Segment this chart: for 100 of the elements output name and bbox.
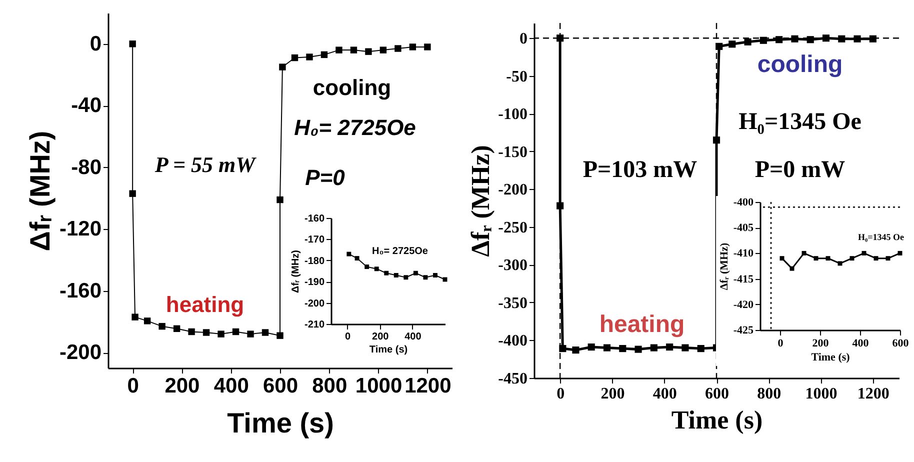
point bbox=[380, 46, 387, 54]
point bbox=[158, 322, 166, 330]
y-tick-label: -200 bbox=[304, 298, 325, 310]
point bbox=[394, 273, 398, 278]
point bbox=[838, 35, 846, 42]
point bbox=[826, 256, 830, 261]
point bbox=[874, 256, 878, 261]
point bbox=[409, 44, 416, 50]
point bbox=[129, 40, 136, 48]
y-tick-label: -450 bbox=[498, 370, 528, 388]
annotation: heating bbox=[166, 292, 244, 317]
y-tick-label: -200 bbox=[59, 341, 102, 364]
point bbox=[603, 344, 611, 352]
annotation: P = 55 mW bbox=[154, 152, 257, 177]
point bbox=[384, 270, 389, 276]
x-tick-label: 1200 bbox=[404, 374, 452, 398]
point bbox=[869, 35, 876, 42]
y-tick-label: -160 bbox=[59, 279, 102, 302]
point bbox=[776, 36, 783, 44]
annotation: heating bbox=[599, 311, 685, 338]
point bbox=[862, 250, 866, 256]
point bbox=[247, 330, 254, 338]
point bbox=[365, 48, 372, 55]
x-tick-label: 200 bbox=[372, 332, 390, 342]
x-tick-label: 600 bbox=[705, 386, 729, 402]
point bbox=[364, 264, 370, 269]
y-tick-label: -170 bbox=[304, 234, 325, 246]
x-tick-label: 400 bbox=[404, 332, 422, 342]
y-tick-label: -160 bbox=[304, 214, 325, 224]
point bbox=[666, 343, 674, 351]
x-tick-label: 200 bbox=[600, 386, 625, 402]
x-tick-label: 0 bbox=[345, 332, 352, 342]
y-tick-label: 0 bbox=[90, 32, 102, 56]
x-tick-label: 1000 bbox=[355, 374, 402, 398]
point bbox=[850, 256, 854, 261]
y-axis-title: Δfᵣ (MHz) bbox=[466, 145, 496, 257]
point bbox=[814, 256, 818, 261]
point bbox=[744, 38, 752, 46]
y-tick-label: -300 bbox=[498, 257, 528, 274]
x-axis-title: Time (s) bbox=[671, 406, 763, 434]
y-tick-label: 0 bbox=[520, 30, 528, 48]
annotation: H₀= 2725Oe bbox=[372, 246, 428, 257]
x-tick-label: 400 bbox=[214, 374, 249, 398]
x-tick-label: 400 bbox=[652, 386, 677, 402]
point bbox=[588, 343, 595, 351]
point bbox=[780, 256, 784, 261]
annotation: H₀=1345 Oe bbox=[858, 232, 904, 242]
point bbox=[336, 46, 342, 54]
point bbox=[559, 345, 566, 352]
annotation: P=0 bbox=[305, 165, 346, 190]
y-tick-label: -80 bbox=[71, 156, 102, 179]
point bbox=[132, 314, 138, 320]
point bbox=[682, 344, 689, 352]
y-tick-label: -415 bbox=[733, 273, 754, 286]
point bbox=[129, 190, 136, 197]
point bbox=[728, 40, 736, 48]
x-tick-label: 0 bbox=[556, 386, 565, 402]
y-tick-label: -400 bbox=[498, 332, 528, 350]
y-tick-label: -400 bbox=[733, 196, 754, 208]
point bbox=[276, 196, 284, 204]
point bbox=[394, 45, 402, 52]
point bbox=[306, 54, 313, 60]
x-tick-label: 600 bbox=[262, 374, 298, 398]
y-axis-title: Δfᵣ (MHz) bbox=[718, 242, 730, 290]
annotation: cooling bbox=[312, 75, 392, 100]
annotation: H₀=1345 Oe bbox=[738, 109, 862, 135]
point bbox=[790, 266, 794, 271]
point bbox=[144, 318, 151, 324]
x-tick-label: 400 bbox=[852, 338, 870, 350]
point bbox=[232, 328, 240, 336]
point bbox=[404, 275, 408, 280]
point bbox=[712, 136, 720, 144]
point bbox=[423, 275, 428, 280]
point bbox=[854, 35, 861, 42]
y-tick-label: -200 bbox=[498, 182, 528, 199]
point bbox=[432, 273, 438, 278]
point bbox=[619, 345, 626, 352]
point bbox=[898, 250, 902, 256]
annotation: P=103 mW bbox=[582, 157, 698, 183]
x-axis-title: Time (s) bbox=[227, 408, 334, 438]
point bbox=[806, 36, 814, 44]
y-tick-label: -210 bbox=[304, 320, 325, 330]
y-tick-label: -410 bbox=[733, 248, 754, 260]
point bbox=[346, 252, 352, 256]
point bbox=[173, 325, 180, 332]
x-tick-label: 600 bbox=[892, 338, 910, 350]
y-tick-label: -120 bbox=[59, 218, 102, 241]
point bbox=[374, 266, 379, 272]
point bbox=[697, 345, 704, 352]
y-axis-title: Δfᵣ (MHz) bbox=[24, 130, 56, 252]
y-tick-label: -190 bbox=[304, 277, 325, 288]
point bbox=[350, 46, 358, 54]
point bbox=[802, 250, 806, 256]
y-axis-title: Δfᵣ (MHz) bbox=[290, 250, 302, 294]
point bbox=[886, 256, 890, 261]
point bbox=[442, 277, 448, 282]
x-tick-label: 800 bbox=[312, 374, 348, 398]
y-tick-label: -40 bbox=[71, 94, 102, 118]
point bbox=[634, 346, 642, 353]
x-tick-label: 1000 bbox=[805, 386, 838, 402]
